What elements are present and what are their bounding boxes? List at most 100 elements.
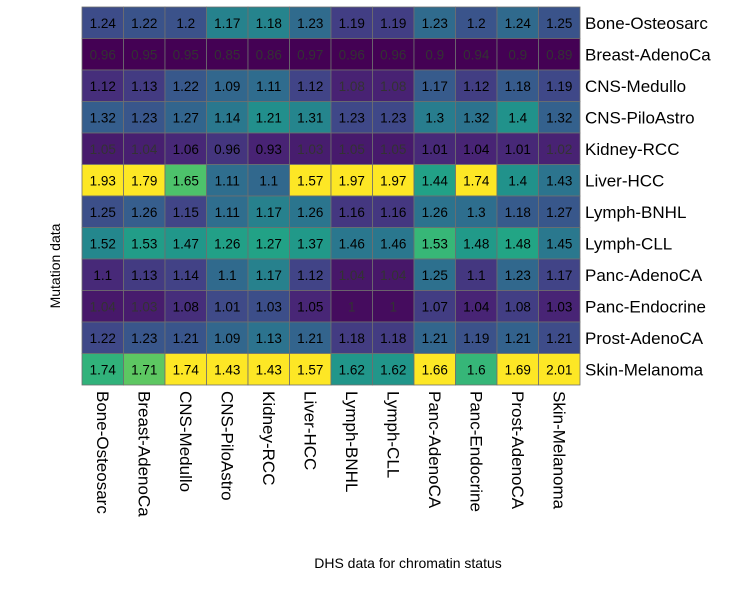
row-label: Liver-HCC xyxy=(585,171,664,190)
cell-value-label: 1.25 xyxy=(546,16,572,31)
heatmap-cell xyxy=(164,195,207,228)
cell-value-label: 1.1 xyxy=(467,268,486,283)
heatmap-cells: 1.24 0.96 1.12 1.32 1.05 1.93 1.25 1.52 1.1 1.04 1… xyxy=(81,6,581,386)
cell-value-label: 1.97 xyxy=(339,173,365,188)
cell-value-label: 1.45 xyxy=(546,236,572,251)
cell-value-label: 1.1 xyxy=(259,173,278,188)
cell-value-label: 1.23 xyxy=(422,16,448,31)
heatmap-cell xyxy=(247,69,290,102)
cell-value-label: 1.06 xyxy=(173,142,199,157)
cell-value-label: 1.93 xyxy=(90,173,116,188)
cell-value-label: 1.43 xyxy=(256,362,282,377)
cell-value-label: 1.26 xyxy=(214,236,240,251)
cell-value-label: 1.11 xyxy=(215,173,240,188)
cell-value-label: 1.48 xyxy=(463,236,489,251)
heatmap-cell xyxy=(496,6,539,39)
heatmap-cell xyxy=(289,227,332,260)
cell-value-label: 1.05 xyxy=(339,142,365,157)
heatmap-cell xyxy=(413,101,456,134)
heatmap-cell xyxy=(455,132,498,165)
heatmap-cell xyxy=(455,321,498,354)
cell-value-label: 1.57 xyxy=(297,173,323,188)
column-label: Panc-Endocrine xyxy=(466,391,485,512)
cell-value-label: 1.09 xyxy=(214,331,240,346)
cell-value-label: 1.53 xyxy=(131,236,157,251)
cell-value-label: 1.04 xyxy=(380,268,407,283)
heatmap-cell xyxy=(372,195,415,228)
row-label: Lymph-BNHL xyxy=(585,203,686,222)
cell-value-label: 1.53 xyxy=(422,236,448,251)
heatmap-cell xyxy=(247,6,290,39)
heatmap-cell xyxy=(123,164,166,197)
cell-value-label: 1.74 xyxy=(463,173,490,188)
cell-value-label: 0.95 xyxy=(173,47,199,62)
heatmap-cell xyxy=(330,353,373,386)
heatmap-cell xyxy=(206,69,249,102)
cell-value-label: 1.04 xyxy=(131,142,158,157)
heatmap-cell xyxy=(289,6,332,39)
heatmap-cell xyxy=(247,353,290,386)
heatmap-cell xyxy=(413,321,456,354)
heatmap-cell xyxy=(123,258,166,291)
heatmap-cell xyxy=(372,321,415,354)
cell-value-label: 1.71 xyxy=(131,362,157,377)
cell-value-label: 0.85 xyxy=(214,47,240,62)
cell-value-label: 0.89 xyxy=(546,47,572,62)
cell-value-label: 1.74 xyxy=(90,362,117,377)
heatmap-cell xyxy=(206,195,249,228)
column-label: Skin-Melanoma xyxy=(549,391,568,510)
heatmap-cell xyxy=(538,321,581,354)
cell-value-label: 1.19 xyxy=(380,16,406,31)
cell-value-label: 1.6 xyxy=(467,362,486,377)
heatmap-cell xyxy=(330,38,373,71)
cell-value-label: 1 xyxy=(348,299,356,314)
cell-value-label: 1.08 xyxy=(380,79,406,94)
cell-value-label: 1.13 xyxy=(256,331,282,346)
heatmap-cell xyxy=(372,69,415,102)
heatmap-cell xyxy=(330,195,373,228)
row-label: Panc-AdenoCA xyxy=(585,266,703,285)
heatmap-cell xyxy=(289,101,332,134)
heatmap-cell xyxy=(206,6,249,39)
heatmap-cell xyxy=(413,38,456,71)
cell-value-label: 1.23 xyxy=(131,331,157,346)
cell-value-label: 1.04 xyxy=(463,299,490,314)
heatmap-cell xyxy=(455,101,498,134)
cell-value-label: 1.21 xyxy=(256,110,282,125)
cell-value-label: 1.14 xyxy=(173,268,200,283)
heatmap-cell xyxy=(81,227,124,260)
cell-value-label: 1.11 xyxy=(215,205,240,220)
heatmap-cell xyxy=(455,38,498,71)
heatmap-cell xyxy=(538,101,581,134)
heatmap-cell xyxy=(330,321,373,354)
cell-value-label: 1.17 xyxy=(214,16,240,31)
cell-value-label: 0.93 xyxy=(256,142,282,157)
heatmap-cell xyxy=(206,101,249,134)
cell-value-label: 0.9 xyxy=(425,47,444,62)
heatmap-cell xyxy=(372,353,415,386)
heatmap-cell xyxy=(247,132,290,165)
cell-value-label: 1.01 xyxy=(214,299,240,314)
cell-value-label: 1.17 xyxy=(546,268,572,283)
column-label: Lymph-BNHL xyxy=(342,391,361,492)
heatmap-cell xyxy=(164,69,207,102)
cell-value-label: 1.19 xyxy=(546,79,572,94)
column-label: Panc-AdenoCA xyxy=(425,391,444,509)
cell-value-label: 1.03 xyxy=(256,299,282,314)
cell-value-label: 1.79 xyxy=(131,173,157,188)
heatmap-cell xyxy=(496,353,539,386)
heatmap-cell xyxy=(496,164,539,197)
row-label: CNS-PiloAstro xyxy=(585,108,695,127)
cell-value-label: 1.18 xyxy=(505,79,531,94)
row-label: CNS-Medullo xyxy=(585,77,686,96)
cell-value-label: 2.01 xyxy=(546,362,572,377)
cell-value-label: 1.08 xyxy=(173,299,199,314)
heatmap-cell xyxy=(330,69,373,102)
heatmap-cell xyxy=(413,353,456,386)
cell-value-label: 1.12 xyxy=(90,79,116,94)
cell-value-label: 1.08 xyxy=(505,299,531,314)
heatmap-cell xyxy=(538,227,581,260)
cell-value-label: 0.97 xyxy=(297,47,323,62)
cell-value-label: 1.2 xyxy=(176,16,195,31)
cell-value-label: 1.03 xyxy=(297,142,323,157)
